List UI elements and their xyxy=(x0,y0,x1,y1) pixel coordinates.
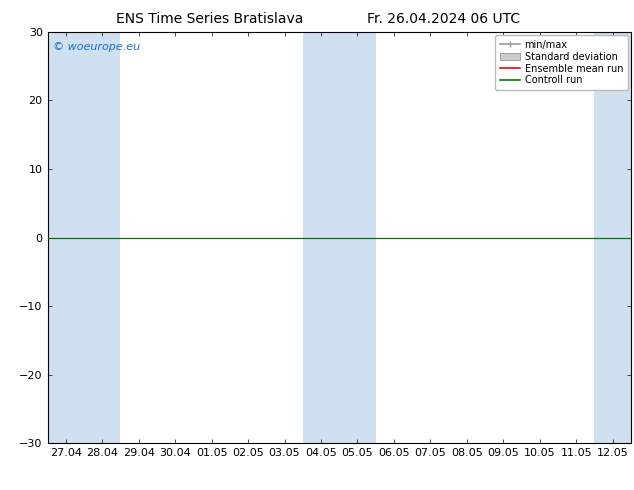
Text: © woeurope.eu: © woeurope.eu xyxy=(53,42,141,52)
Bar xyxy=(303,32,375,443)
Text: Fr. 26.04.2024 06 UTC: Fr. 26.04.2024 06 UTC xyxy=(367,12,521,26)
Bar xyxy=(48,32,120,443)
Text: ENS Time Series Bratislava: ENS Time Series Bratislava xyxy=(115,12,303,26)
Bar xyxy=(595,32,631,443)
Legend: min/max, Standard deviation, Ensemble mean run, Controll run: min/max, Standard deviation, Ensemble me… xyxy=(495,35,628,90)
